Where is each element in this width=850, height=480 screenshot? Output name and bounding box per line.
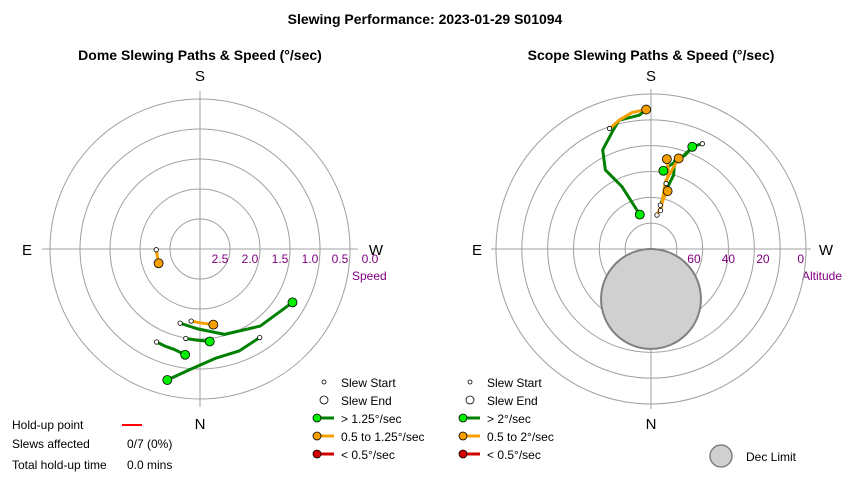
scope-compass-top: S xyxy=(646,68,656,85)
dec-limit-swatch xyxy=(709,444,733,468)
dec-limit-legend: Dec Limit xyxy=(709,444,797,468)
chart-title: Slewing Performance: 2023-01-29 S01094 xyxy=(288,11,563,27)
dome-radial-tick: 1.0 xyxy=(302,252,319,266)
dome-legend-label: < 0.5°/sec xyxy=(341,448,395,462)
dome-radial-tick: 1.5 xyxy=(272,252,289,266)
scope-legend-end-icon xyxy=(465,395,475,405)
scope-legend-label: Slew End xyxy=(487,394,538,408)
scope-legend-label: 0.5 to 2°/sec xyxy=(487,430,554,444)
total-holdup-value: 0.0 mins xyxy=(127,458,172,472)
scope-legend-fast-marker xyxy=(458,413,468,423)
scope-legend-mid-marker xyxy=(458,431,468,441)
holdup-point-label: Hold-up point xyxy=(12,418,84,432)
scope-radial-axis-label: Altitude xyxy=(802,269,842,283)
scope-compass-left: E xyxy=(472,242,482,259)
dome-slew-start-marker xyxy=(208,319,219,330)
scope-radial-tick: 60 xyxy=(687,252,701,266)
dome-legend-label: 0.5 to 1.25°/sec xyxy=(341,430,425,444)
scope-slew-start-marker xyxy=(658,165,669,176)
dome-compass-right: W xyxy=(369,242,384,259)
scope-slew-start-marker xyxy=(687,141,698,152)
dome-slew-start-marker xyxy=(153,258,164,269)
dome-plot-title: Dome Slewing Paths & Speed (°/sec) xyxy=(78,47,322,63)
dec-limit-label: Dec Limit xyxy=(746,450,797,464)
scope-legend-label: < 0.5°/sec xyxy=(487,448,541,462)
dome-compass-bottom: N xyxy=(195,416,206,433)
dome-slew-start-marker xyxy=(180,349,191,360)
scope-slew-path xyxy=(601,108,648,217)
dome-slew-path xyxy=(155,340,187,357)
slews-affected-value: 0/7 (0%) xyxy=(127,437,172,451)
scope-polar-plot: Scope Slewing Paths & Speed (°/sec) S N … xyxy=(472,47,842,433)
dome-compass-top: S xyxy=(195,68,205,85)
scope-legend-label: Slew Start xyxy=(487,376,542,390)
scope-radial-tick: 40 xyxy=(722,252,736,266)
dome-radial-tick: 0.5 xyxy=(332,252,349,266)
dome-slew-end-marker xyxy=(177,320,183,326)
dome-legend-end-icon xyxy=(319,395,329,405)
dome-polar-plot: Dome Slewing Paths & Speed (°/sec) S N E… xyxy=(22,47,387,433)
dome-legend-label: Slew End xyxy=(341,394,392,408)
dome-slew-path xyxy=(178,300,294,336)
scope-slew-end-marker xyxy=(663,180,669,187)
scope-legend-slow-marker xyxy=(458,449,468,459)
dec-limit-region xyxy=(600,248,702,350)
scope-slew-end-marker xyxy=(699,141,705,147)
dome-compass-left: E xyxy=(22,242,32,259)
holdup-summary: Hold-up point Slews affected 0/7 (0%) To… xyxy=(12,418,172,472)
scope-slew-end-marker xyxy=(606,125,613,132)
dome-legend: Slew Start Slew End > 1.25°/sec 0.5 to 1.25… xyxy=(312,376,425,462)
dome-legend-slow-marker xyxy=(312,449,322,459)
dome-legend-label: Slew Start xyxy=(341,376,396,390)
dome-radial-tick: 0.0 xyxy=(362,252,379,266)
scope-compass-bottom: N xyxy=(646,416,657,433)
scope-slew-start-marker xyxy=(634,209,645,220)
scope-radial-tick: 0 xyxy=(797,252,804,266)
slews-affected-label: Slews affected xyxy=(12,437,90,451)
dome-legend-mid-marker xyxy=(312,431,322,441)
dome-slew-start-marker xyxy=(162,375,173,385)
scope-legend: Slew Start Slew End > 2°/sec 0.5 to 2°/sec <… xyxy=(458,376,554,462)
scope-slew-end-marker xyxy=(657,202,663,208)
dome-slew-end-marker xyxy=(188,318,194,324)
dome-legend-fast-marker xyxy=(312,413,322,423)
dome-radial-tick: 2.5 xyxy=(212,252,229,266)
dome-radial-axis-label: Speed xyxy=(352,269,387,283)
scope-radial-tick: 20 xyxy=(756,252,770,266)
scope-slew-start-marker xyxy=(661,154,672,165)
dome-slew-start-marker xyxy=(204,336,215,347)
dome-slew-end-marker xyxy=(183,335,189,342)
dome-slew-end-marker xyxy=(153,247,159,253)
dome-slew-end-marker xyxy=(257,334,263,341)
scope-compass-right: W xyxy=(819,242,834,259)
scope-slew-end-marker xyxy=(654,212,660,218)
dome-legend-start-icon xyxy=(321,379,327,385)
dome-slew-path xyxy=(165,336,262,382)
scope-slew-end-marker xyxy=(657,207,664,214)
dome-slew-start-marker xyxy=(287,297,298,308)
scope-slew-start-marker xyxy=(641,104,652,115)
scope-slew-start-marker xyxy=(662,186,673,196)
dome-legend-label: > 1.25°/sec xyxy=(341,412,402,426)
scope-legend-start-icon xyxy=(467,379,473,385)
dome-radial-tick: 2.0 xyxy=(242,252,259,266)
dome-slew-end-marker xyxy=(154,339,160,345)
scope-legend-label: > 2°/sec xyxy=(487,412,531,426)
total-holdup-label: Total hold-up time xyxy=(12,458,107,472)
scope-slew-path xyxy=(608,108,648,130)
scope-slew-start-marker xyxy=(673,153,684,164)
scope-plot-title: Scope Slewing Paths & Speed (°/sec) xyxy=(528,47,775,63)
